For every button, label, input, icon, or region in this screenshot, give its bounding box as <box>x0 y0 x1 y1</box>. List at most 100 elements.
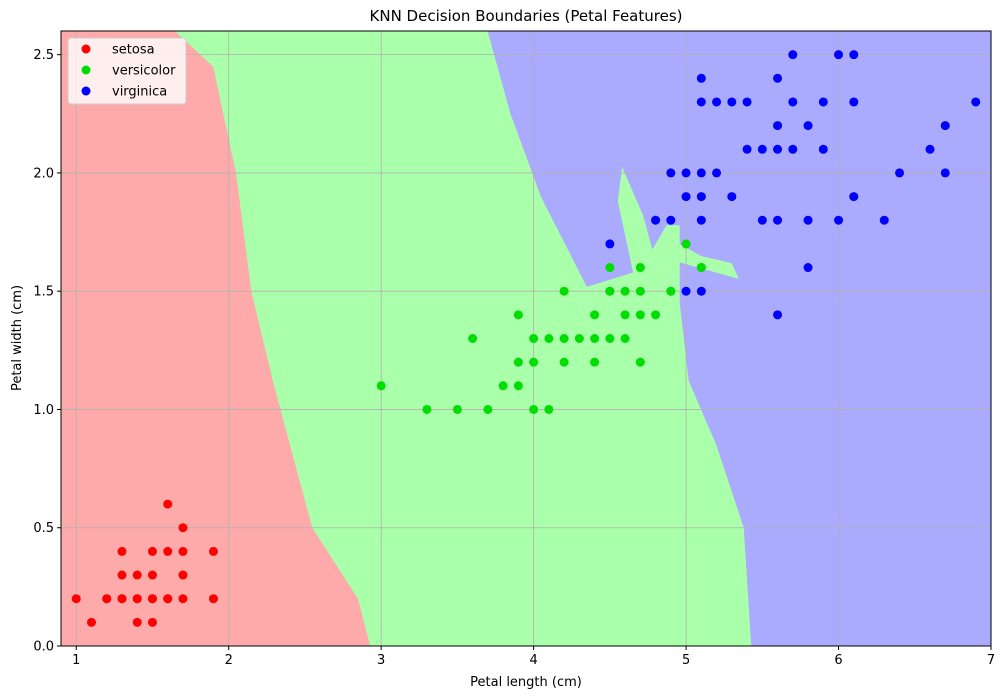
chart-title: KNN Decision Boundaries (Petal Features) <box>370 7 683 25</box>
point-virginica <box>788 97 798 107</box>
y-tick-label: 2.5 <box>33 48 54 63</box>
x-tick-label: 3 <box>377 653 385 668</box>
point-setosa <box>178 594 188 604</box>
point-versicolor <box>666 286 676 296</box>
point-versicolor <box>529 334 539 343</box>
point-setosa <box>117 570 127 580</box>
point-virginica <box>696 73 706 83</box>
point-virginica <box>818 144 828 154</box>
point-versicolor <box>620 310 630 320</box>
point-versicolor <box>605 334 615 343</box>
point-setosa <box>117 594 127 604</box>
point-versicolor <box>590 334 600 343</box>
y-tick-label: 1.5 <box>33 285 54 300</box>
point-virginica <box>818 97 828 107</box>
point-virginica <box>666 215 676 225</box>
point-setosa <box>163 546 173 556</box>
x-axis-label: Petal length (cm) <box>470 675 582 690</box>
point-versicolor <box>529 357 539 367</box>
point-versicolor <box>635 286 645 296</box>
point-virginica <box>605 239 615 249</box>
point-versicolor <box>635 263 645 273</box>
point-virginica <box>742 97 752 107</box>
legend-marker-virginica <box>81 86 91 96</box>
point-virginica <box>773 144 783 154</box>
region-virginica <box>487 30 992 647</box>
point-virginica <box>727 192 737 202</box>
legend-label-versicolor: versicolor <box>112 64 176 79</box>
point-virginica <box>803 121 813 131</box>
point-setosa <box>163 594 173 604</box>
point-versicolor <box>513 310 523 320</box>
point-virginica <box>681 168 691 178</box>
point-versicolor <box>513 357 523 367</box>
y-tick-label: 0.0 <box>33 640 54 655</box>
point-virginica <box>773 121 783 131</box>
plot-frame <box>60 30 992 647</box>
point-virginica <box>803 263 813 273</box>
point-setosa <box>178 570 188 580</box>
point-virginica <box>666 168 676 178</box>
point-virginica <box>757 144 767 154</box>
point-virginica <box>834 215 844 225</box>
point-versicolor <box>452 404 462 414</box>
point-virginica <box>971 97 981 107</box>
y-tick-label: 0.5 <box>33 521 54 536</box>
point-virginica <box>773 215 783 225</box>
point-setosa <box>71 594 81 604</box>
point-virginica <box>696 215 706 225</box>
point-versicolor <box>559 357 569 367</box>
point-virginica <box>681 286 691 296</box>
point-virginica <box>696 192 706 202</box>
point-virginica <box>773 73 783 83</box>
point-setosa <box>178 523 188 533</box>
point-virginica <box>712 97 722 107</box>
point-versicolor <box>620 286 630 296</box>
point-versicolor <box>651 310 661 320</box>
point-virginica <box>696 168 706 178</box>
x-tick-label: 5 <box>682 653 690 668</box>
legend-label-virginica: virginica <box>112 85 167 100</box>
point-versicolor <box>559 286 569 296</box>
point-virginica <box>788 50 798 60</box>
legend-marker-versicolor <box>81 65 91 75</box>
point-versicolor <box>468 334 478 343</box>
point-virginica <box>879 215 889 225</box>
point-virginica <box>849 192 859 202</box>
point-versicolor <box>681 239 691 249</box>
legend-marker-setosa <box>81 44 91 54</box>
point-versicolor <box>635 310 645 320</box>
point-setosa <box>178 546 188 556</box>
point-versicolor <box>559 334 569 343</box>
legend-label-setosa: setosa <box>112 43 155 58</box>
point-versicolor <box>529 404 539 414</box>
point-setosa <box>163 499 173 509</box>
point-versicolor <box>590 310 600 320</box>
point-setosa <box>208 546 218 556</box>
data-points <box>71 50 981 627</box>
point-virginica <box>834 50 844 60</box>
point-versicolor <box>483 404 493 414</box>
y-tick-label: 2.0 <box>33 166 54 181</box>
point-virginica <box>681 192 691 202</box>
point-setosa <box>147 594 157 604</box>
point-virginica <box>940 168 950 178</box>
y-axis-label: Petal width (cm) <box>10 285 25 391</box>
point-virginica <box>712 168 722 178</box>
point-setosa <box>102 594 112 604</box>
point-virginica <box>727 97 737 107</box>
point-versicolor <box>498 381 508 391</box>
point-virginica <box>696 286 706 296</box>
point-setosa <box>147 617 157 627</box>
point-setosa <box>147 546 157 556</box>
point-versicolor <box>574 334 584 343</box>
point-virginica <box>803 215 813 225</box>
y-tick-label: 1.0 <box>33 403 54 418</box>
point-versicolor <box>376 381 386 391</box>
point-virginica <box>940 121 950 131</box>
point-versicolor <box>544 334 554 343</box>
legend: setosa versicolor virginica <box>67 37 187 105</box>
point-setosa <box>208 594 218 604</box>
x-tick-label: 6 <box>834 653 842 668</box>
